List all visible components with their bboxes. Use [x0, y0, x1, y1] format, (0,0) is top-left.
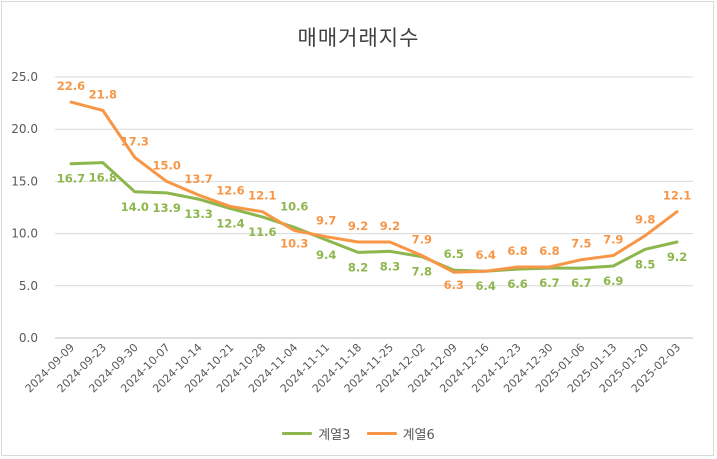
data-label-series-3: 6.7 [571, 276, 591, 290]
data-label-series-6: 17.3 [121, 134, 149, 148]
data-label-series-3: 11.6 [248, 225, 276, 239]
data-label-series-6: 7.5 [571, 237, 591, 251]
data-label-series-3: 8.5 [635, 257, 655, 271]
data-label-series-3: 8.2 [348, 260, 368, 274]
data-label-series-3: 12.4 [216, 217, 244, 231]
data-label-series-6: 6.8 [507, 244, 527, 258]
data-label-series-3: 13.3 [184, 207, 212, 221]
data-label-series-6: 6.4 [475, 248, 495, 262]
legend-label: 계열3 [318, 428, 351, 443]
data-label-series-3: 6.7 [539, 276, 559, 290]
data-label-series-3: 9.4 [316, 248, 336, 262]
data-label-series-3: 14.0 [121, 200, 149, 214]
y-tick-label: 0.0 [19, 331, 38, 345]
data-label-series-3: 10.6 [280, 199, 308, 213]
data-label-series-6: 9.2 [348, 219, 368, 233]
x-axis-ticks: 2024-09-092024-09-232024-09-302024-10-07… [23, 341, 684, 395]
legend-swatch [282, 432, 313, 435]
y-tick-label: 15.0 [11, 174, 38, 188]
data-label-series-6: 7.9 [603, 233, 623, 247]
data-label-series-6: 9.7 [316, 214, 336, 228]
data-label-series-6: 15.0 [152, 158, 180, 172]
data-label-series-3: 9.2 [667, 250, 687, 264]
data-label-series-6: 6.3 [444, 278, 464, 292]
data-label-series-6: 21.8 [89, 87, 117, 101]
data-label-series-3: 6.5 [444, 247, 464, 261]
data-label-series-6: 6.8 [539, 244, 559, 258]
data-label-series-6: 12.6 [216, 183, 244, 197]
data-label-series-3: 13.9 [152, 201, 180, 215]
chart-title: 매매거래지수 [297, 26, 420, 50]
data-label-series-3: 6.9 [603, 274, 623, 288]
data-label-series-6: 22.6 [57, 79, 85, 93]
legend-item-series-6: 계열6 [366, 424, 435, 443]
y-tick-label: 25.0 [11, 70, 38, 84]
data-label-series-6: 9.8 [635, 213, 655, 227]
y-tick-label: 10.0 [11, 227, 38, 241]
data-label-series-6: 13.7 [184, 172, 212, 186]
y-tick-label: 20.0 [11, 122, 38, 136]
series-3-line [69, 161, 679, 273]
data-label-series-3: 7.8 [412, 265, 432, 279]
legend-item-series-3: 계열3 [282, 424, 350, 443]
data-label-series-6: 12.1 [663, 189, 691, 203]
gridlines [55, 76, 693, 339]
data-label-series-6: 9.2 [380, 219, 400, 233]
y-axis-ticks: 0.0 5.0 10.0 15.0 20.0 25.0 [11, 70, 38, 345]
data-labels: 22.6 16.7 21.8 16.8 17.3 14.0 15.0 13.9 13.7 13.3… [57, 79, 691, 293]
legend: 계열3 계열6 [0, 424, 717, 443]
data-label-series-3: 6.6 [507, 277, 527, 291]
data-label-series-6: 12.1 [248, 189, 276, 203]
legend-label: 계열6 [402, 428, 435, 443]
legend-swatch [366, 432, 397, 435]
y-tick-label: 5.0 [19, 279, 38, 293]
data-label-series-3: 8.3 [380, 259, 400, 273]
data-label-series-3: 16.7 [57, 172, 85, 186]
data-label-series-6: 10.3 [280, 236, 308, 250]
series-6-line [69, 100, 679, 274]
data-label-series-6: 7.9 [412, 233, 432, 247]
data-label-series-3: 16.8 [89, 171, 117, 185]
data-label-series-3: 6.4 [475, 279, 495, 293]
series-lines [69, 100, 679, 274]
